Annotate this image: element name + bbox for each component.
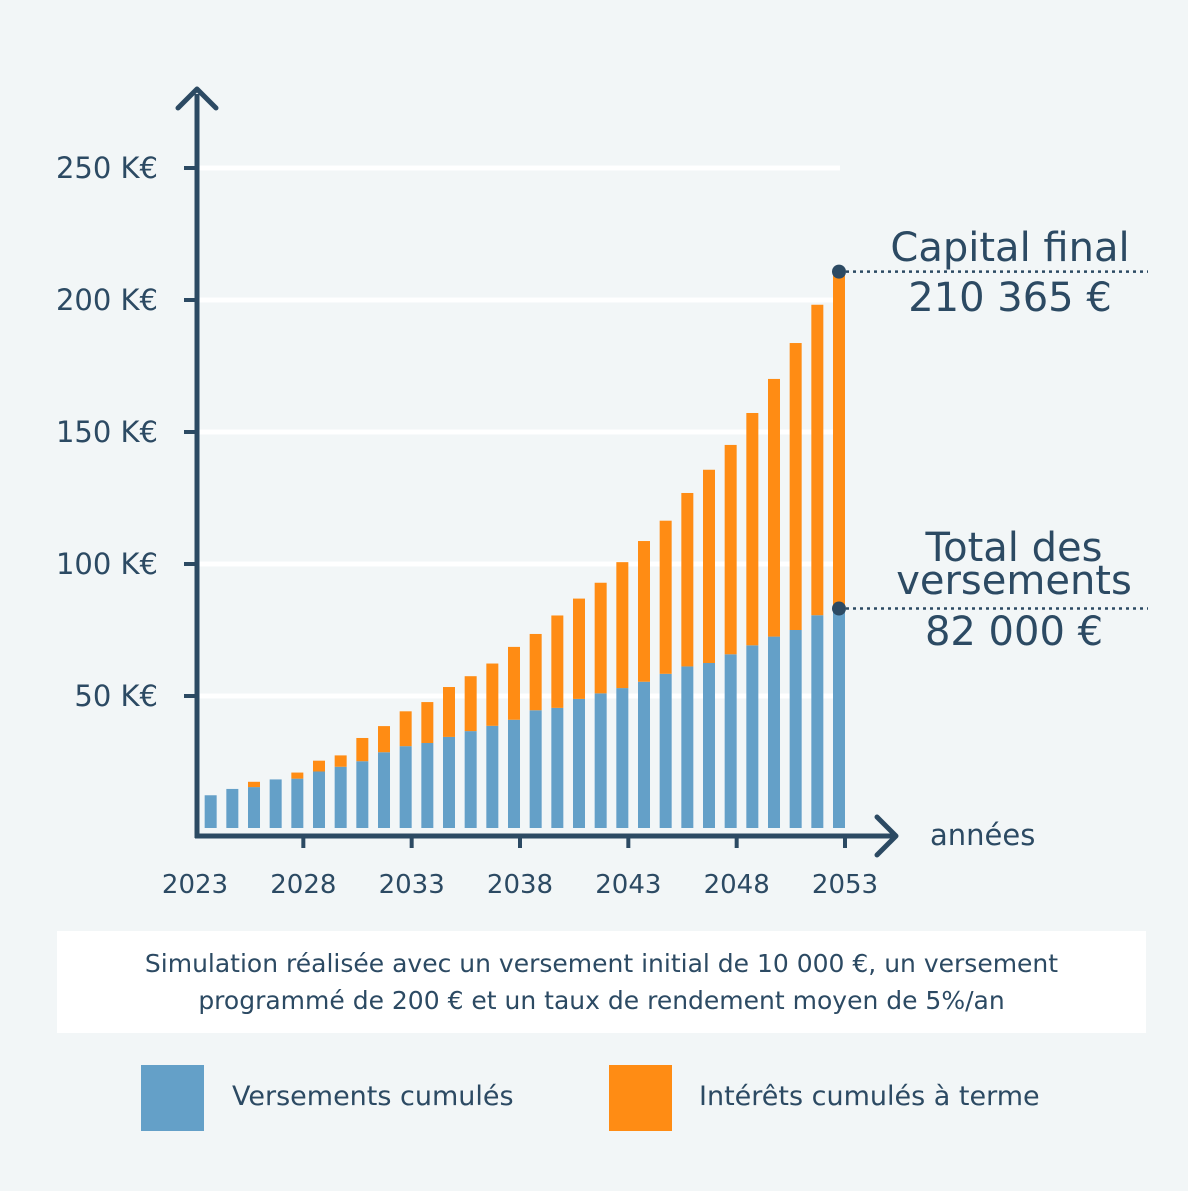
bar-interets [703, 469, 715, 663]
x-tick-label: 2038 [487, 870, 553, 900]
bar-versements [226, 788, 239, 828]
y-tick-label: 150 K€ [56, 415, 158, 449]
bar-versements [833, 611, 845, 828]
bar-interets [551, 615, 564, 708]
bar-interets [659, 520, 672, 674]
bar-interets [443, 687, 455, 737]
bar-versements [659, 673, 672, 828]
bar-interets [486, 663, 499, 726]
bar-versements [313, 771, 325, 828]
bar-interets [681, 492, 694, 667]
x-tick-label: 2043 [595, 870, 661, 900]
bar-interets [811, 304, 824, 616]
y-tick-label: 250 K€ [56, 151, 158, 185]
bar-versements [529, 710, 542, 828]
gridlines [197, 165, 840, 699]
simulation-note-text: Simulation réalisée avec un versement in… [87, 945, 1117, 1019]
annotation-capital-final-text: 210 365 € [908, 275, 1112, 321]
bar-versements [291, 778, 304, 828]
legend-swatch-versements [141, 1065, 204, 1131]
bar-versements [248, 787, 260, 828]
x-tick-label: 2053 [812, 870, 878, 900]
bar-interets [464, 676, 477, 732]
bar-interets [616, 562, 629, 689]
bar-versements [573, 698, 585, 828]
bar-versements [551, 707, 564, 828]
bar-versements [269, 779, 282, 828]
x-axis-label: années [930, 818, 1035, 852]
bar-versements [443, 736, 455, 828]
legend-swatch-interets [609, 1065, 672, 1131]
bar-versements [421, 742, 434, 828]
x-tick-label: 2033 [379, 870, 445, 900]
bar-interets [594, 582, 607, 694]
bar-versements [378, 752, 390, 828]
x-tick-label: 2023 [162, 870, 228, 900]
bar-versements [746, 645, 759, 828]
bar-versements [768, 636, 780, 828]
bar-versements [399, 746, 412, 828]
bar-interets [378, 726, 390, 753]
y-tick-label: 100 K€ [56, 547, 158, 581]
axes [175, 86, 899, 858]
x-tick-label: 2048 [704, 870, 770, 900]
bar-versements [616, 688, 629, 828]
y-axis-arrow [175, 86, 219, 111]
bar-versements [638, 681, 650, 828]
legend-label-versements: Versements cumulés [232, 1081, 514, 1112]
simulation-note-line-2: programmé de 200 € et un taux de rendeme… [198, 986, 1005, 1015]
simulation-note-line-1: Simulation réalisée avec un versement in… [144, 949, 1059, 978]
bar-interets [529, 633, 542, 711]
bar-interets [421, 702, 434, 743]
x-axis-arrow [874, 814, 899, 858]
bar-interets [638, 541, 650, 682]
bar-interets [724, 444, 737, 655]
annotation-total-versements-text: Total des [925, 525, 1103, 571]
bar-interets [313, 760, 325, 772]
annotation-dot-total-versements [832, 601, 846, 616]
bar-versements [703, 663, 715, 828]
bar-interets [789, 343, 802, 630]
annotation-capital-final-text: Capital final [890, 225, 1129, 271]
tick-labels: 50 K€ 100 K€ 150 K€ 200 K€ 250 K€ 2023 2028 203… [56, 151, 878, 900]
bar-versements [681, 666, 694, 828]
bar-versements [486, 725, 499, 828]
bar-interets [248, 781, 260, 788]
bar-interets [508, 646, 520, 720]
simulation-note: Simulation réalisée avec un versement in… [57, 931, 1146, 1033]
y-tick-label: 200 K€ [56, 283, 158, 317]
bar-versements [594, 693, 607, 828]
bars [204, 272, 845, 828]
bar-interets [291, 772, 304, 779]
annotation-total-versements-text: versements [896, 558, 1132, 604]
legend-label-interets: Intérêts cumulés à terme [699, 1081, 1040, 1112]
stacked-bar-chart: 50 K€ 100 K€ 150 K€ 200 K€ 250 K€ 2023 2028 203… [56, 86, 1148, 900]
bar-versements [464, 731, 477, 828]
annotation-total-versements-text: 82 000 € [925, 609, 1103, 655]
bar-interets [573, 598, 585, 699]
bar-interets [833, 272, 845, 612]
bar-versements [508, 719, 520, 828]
legend: Versements cumulés Intérêts cumulés à te… [0, 1065, 1188, 1131]
bar-interets [768, 378, 780, 637]
bar-versements [724, 654, 737, 828]
bar-versements [356, 761, 369, 828]
bar-versements [811, 615, 824, 828]
bar-versements [789, 630, 802, 828]
bar-interets [746, 412, 759, 646]
bar-interets [399, 711, 412, 747]
x-tick-label: 2028 [270, 870, 336, 900]
bar-versements [204, 795, 217, 828]
annotation-dot-capital-final [832, 264, 846, 279]
y-tick-label: 50 K€ [74, 679, 158, 713]
bar-interets [334, 755, 347, 767]
bar-versements [334, 766, 347, 828]
bar-interets [356, 737, 369, 762]
